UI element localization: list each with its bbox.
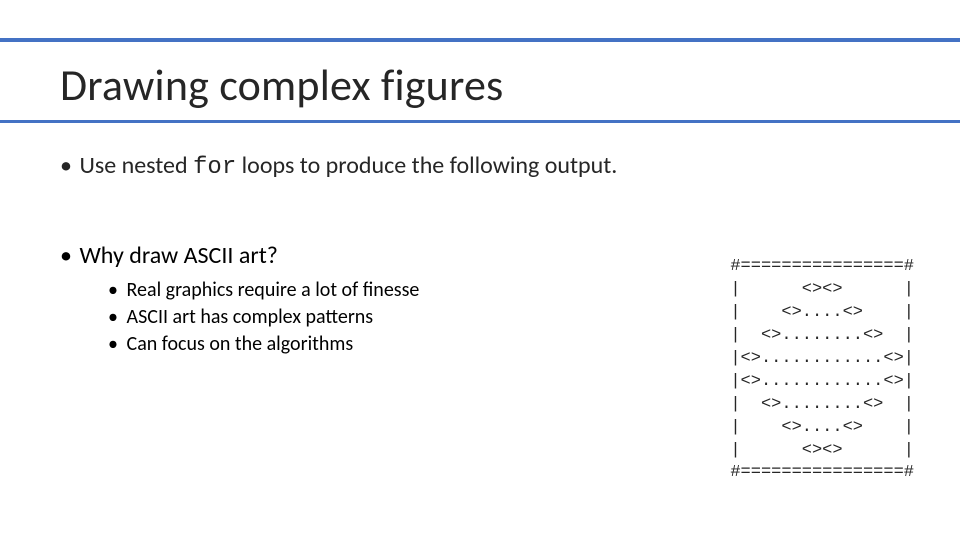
bullet-2-text: Why draw ASCII art? <box>79 241 277 270</box>
bullet-1-pre: Use nested <box>79 151 193 180</box>
bullet-1-code: for <box>193 154 236 181</box>
sub-bullet-a: • Real graphics require a lot of finesse <box>108 277 533 304</box>
slide-title: Drawing complex figures <box>60 58 503 112</box>
top-rule <box>0 38 960 42</box>
sub-c-text: Can focus on the algorithms <box>127 332 354 356</box>
sub-bullet-b: • ASCII art has complex patterns <box>108 304 533 331</box>
sub-bullet-c: • Can focus on the algorithms <box>108 331 533 358</box>
bullet-1-post: loops to produce the following output. <box>236 151 617 180</box>
bullet-dot-icon: • <box>108 277 122 304</box>
bullet-dot-icon: • <box>60 150 74 181</box>
sub-bullet-list: • Real graphics require a lot of finesse… <box>108 277 533 358</box>
bullet-2: • Why draw ASCII art? <box>60 240 533 271</box>
sub-b-text: ASCII art has complex patterns <box>127 305 374 329</box>
ascii-art-block: #================# | <><> | | <>....<> |… <box>730 256 914 485</box>
sub-a-text: Real graphics require a lot of finesse <box>127 278 420 302</box>
lower-area: • Why draw ASCII art? • Real graphics re… <box>60 240 920 485</box>
title-underline <box>0 120 960 123</box>
bullet-1: • Use nested for loops to produce the fo… <box>60 150 920 183</box>
bullet-dot-icon: • <box>60 240 74 271</box>
body-area: • Use nested for loops to produce the fo… <box>60 150 920 213</box>
bullet-dot-icon: • <box>108 331 122 358</box>
bullet-dot-icon: • <box>108 304 122 331</box>
slide: Drawing complex figures • Use nested for… <box>0 0 960 540</box>
left-column: • Why draw ASCII art? • Real graphics re… <box>60 240 533 358</box>
